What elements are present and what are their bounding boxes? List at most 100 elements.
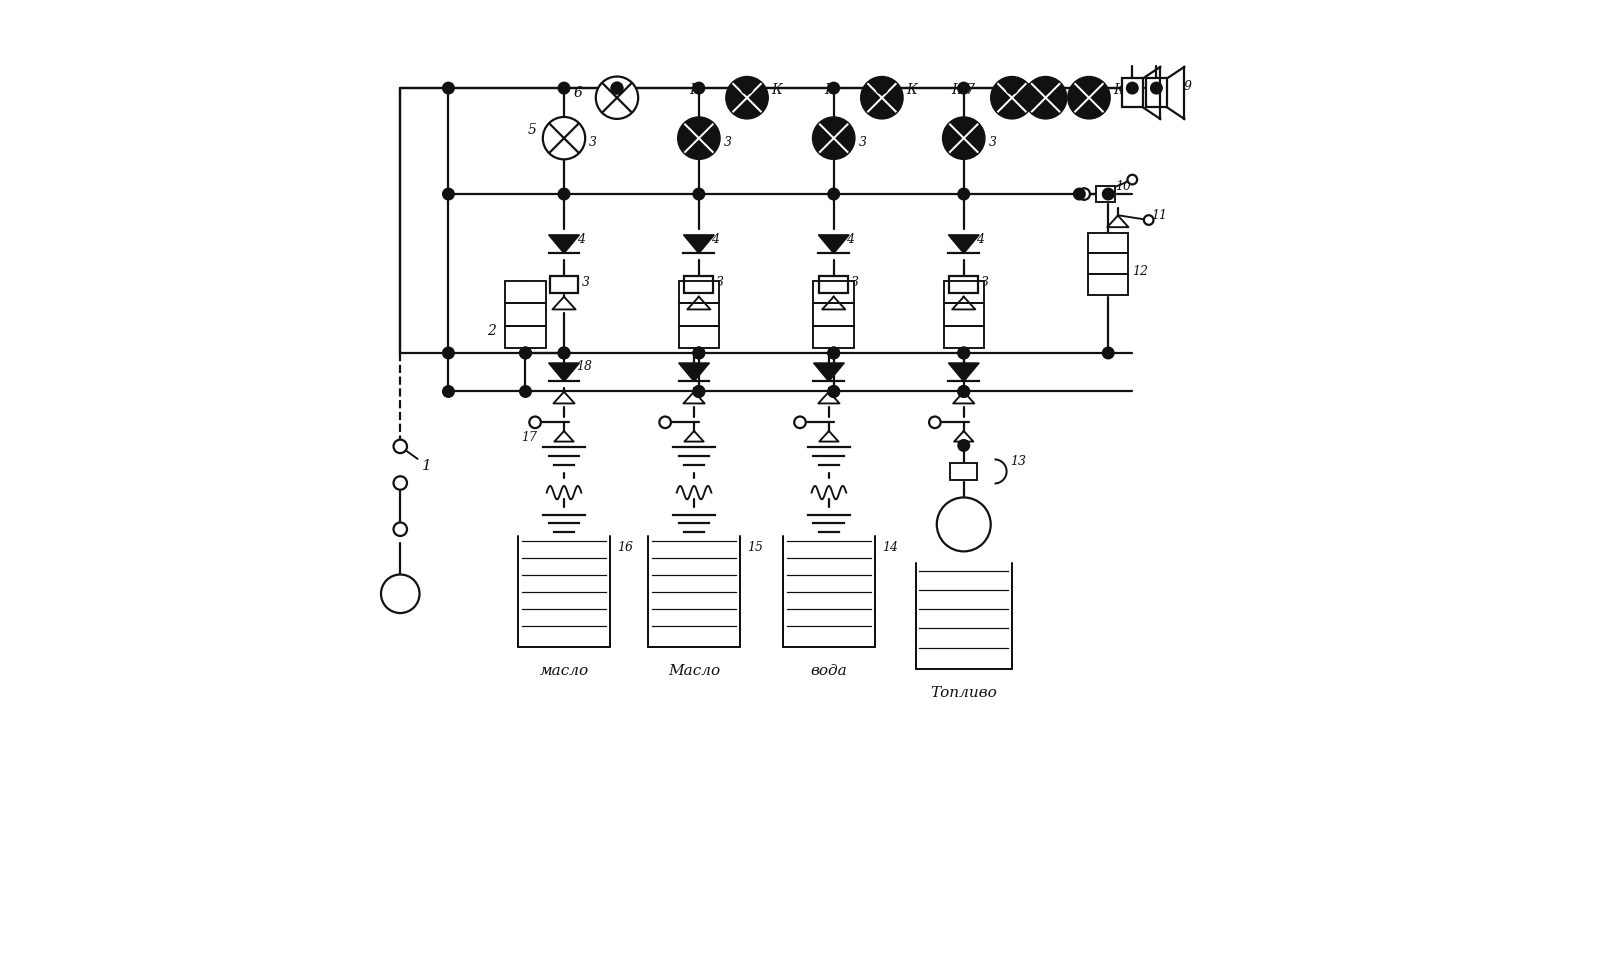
Circle shape bbox=[520, 347, 531, 358]
Text: К: К bbox=[824, 83, 835, 97]
Bar bbox=[1088, 274, 1128, 296]
Circle shape bbox=[958, 347, 970, 358]
Circle shape bbox=[678, 117, 720, 159]
Bar bbox=[944, 303, 984, 326]
Circle shape bbox=[1006, 82, 1018, 94]
Circle shape bbox=[958, 440, 970, 451]
Circle shape bbox=[1126, 82, 1138, 94]
Text: 1: 1 bbox=[421, 459, 432, 472]
Text: вода: вода bbox=[811, 664, 848, 678]
Circle shape bbox=[1102, 347, 1114, 358]
Circle shape bbox=[381, 575, 419, 613]
Circle shape bbox=[1067, 76, 1110, 119]
Circle shape bbox=[558, 82, 570, 94]
Circle shape bbox=[990, 76, 1034, 119]
Bar bbox=[1122, 78, 1142, 107]
Polygon shape bbox=[683, 235, 714, 253]
Bar bbox=[949, 276, 978, 294]
Text: 18: 18 bbox=[576, 360, 592, 373]
Circle shape bbox=[1074, 188, 1085, 200]
Text: К: К bbox=[771, 83, 782, 97]
Bar bbox=[1096, 186, 1115, 202]
Circle shape bbox=[958, 188, 970, 200]
Circle shape bbox=[693, 385, 704, 397]
Bar bbox=[1122, 78, 1142, 107]
Circle shape bbox=[693, 82, 704, 94]
Text: 3: 3 bbox=[581, 276, 589, 289]
Circle shape bbox=[827, 188, 840, 200]
Circle shape bbox=[726, 76, 768, 119]
Circle shape bbox=[558, 188, 570, 200]
Text: 11: 11 bbox=[1152, 209, 1168, 222]
Circle shape bbox=[394, 476, 406, 490]
Circle shape bbox=[827, 385, 840, 397]
Text: К: К bbox=[906, 83, 917, 97]
Bar bbox=[944, 326, 984, 348]
Text: 10: 10 bbox=[1115, 180, 1131, 193]
Circle shape bbox=[1024, 76, 1067, 119]
Circle shape bbox=[1102, 188, 1114, 200]
Text: 4: 4 bbox=[712, 233, 720, 245]
Bar bbox=[506, 281, 546, 303]
Circle shape bbox=[611, 82, 622, 94]
Circle shape bbox=[693, 347, 704, 358]
Bar bbox=[506, 281, 546, 303]
Circle shape bbox=[558, 347, 570, 358]
Text: 3: 3 bbox=[851, 276, 859, 289]
Polygon shape bbox=[549, 235, 579, 253]
Circle shape bbox=[443, 347, 454, 358]
Text: К: К bbox=[690, 83, 699, 97]
Bar bbox=[678, 303, 718, 326]
Bar bbox=[813, 303, 854, 326]
Circle shape bbox=[1150, 82, 1162, 94]
Bar bbox=[549, 276, 579, 294]
Text: 4: 4 bbox=[846, 233, 854, 245]
Circle shape bbox=[443, 385, 454, 397]
Text: 3: 3 bbox=[723, 136, 731, 150]
Circle shape bbox=[827, 82, 840, 94]
Text: 17: 17 bbox=[520, 431, 536, 444]
Circle shape bbox=[1083, 82, 1094, 94]
Text: К: К bbox=[1114, 83, 1123, 97]
Circle shape bbox=[958, 82, 970, 94]
Bar bbox=[813, 281, 854, 303]
Circle shape bbox=[611, 82, 622, 94]
Circle shape bbox=[693, 385, 704, 397]
Bar bbox=[678, 281, 718, 303]
Polygon shape bbox=[549, 363, 579, 382]
Circle shape bbox=[693, 347, 704, 358]
Bar bbox=[950, 463, 978, 480]
Bar bbox=[950, 463, 978, 480]
Text: 9: 9 bbox=[1184, 79, 1192, 93]
Circle shape bbox=[958, 347, 970, 358]
Circle shape bbox=[443, 188, 454, 200]
Bar bbox=[678, 281, 718, 303]
Circle shape bbox=[659, 416, 670, 428]
Circle shape bbox=[1040, 82, 1051, 94]
Circle shape bbox=[520, 347, 531, 358]
Bar bbox=[1088, 253, 1128, 274]
Polygon shape bbox=[678, 363, 709, 382]
Bar bbox=[678, 303, 718, 326]
Circle shape bbox=[595, 76, 638, 119]
Bar bbox=[678, 326, 718, 348]
Bar bbox=[819, 276, 848, 294]
Polygon shape bbox=[813, 363, 845, 382]
Polygon shape bbox=[949, 235, 979, 253]
Text: К: К bbox=[1035, 83, 1046, 97]
Bar bbox=[1088, 253, 1128, 274]
Circle shape bbox=[1078, 188, 1090, 200]
Bar bbox=[813, 326, 854, 348]
Circle shape bbox=[1128, 175, 1138, 185]
Text: 3: 3 bbox=[859, 136, 867, 150]
Circle shape bbox=[520, 385, 531, 397]
Bar bbox=[506, 303, 546, 326]
Text: 8: 8 bbox=[1160, 79, 1168, 93]
Circle shape bbox=[794, 416, 806, 428]
Bar bbox=[685, 276, 714, 294]
Text: Масло: Масло bbox=[667, 664, 720, 678]
Text: масло: масло bbox=[539, 664, 589, 678]
Text: 4: 4 bbox=[976, 233, 984, 245]
Bar bbox=[813, 281, 854, 303]
Bar bbox=[506, 326, 546, 348]
